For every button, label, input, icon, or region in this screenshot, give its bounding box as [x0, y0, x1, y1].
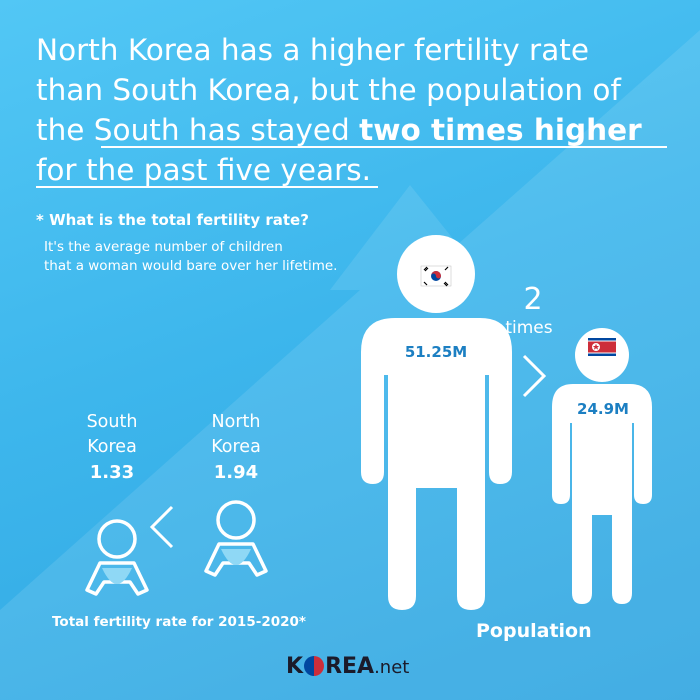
logo-text-net: .net — [374, 657, 410, 678]
logo-text-rea: REA — [325, 654, 375, 679]
taegeuk-logo-icon — [304, 656, 325, 676]
definition-body: It's the average number of children that… — [44, 238, 337, 276]
south-korea-person-icon — [361, 235, 512, 610]
headline-underline-2 — [36, 186, 378, 188]
less-than-chevron — [149, 505, 174, 549]
headline-line-2: than South Korea, but the population of — [36, 73, 621, 107]
ratio-word: times — [505, 318, 553, 338]
headline-line-1: North Korea has a higher fertility rate — [36, 33, 589, 67]
north-korea-fertility-rate: 1.94 — [213, 462, 259, 483]
definition-title: * What is the total fertility rate? — [36, 211, 309, 229]
south-korea-baby-icon — [85, 519, 149, 596]
north-korea-fertility-label: North Korea 1.94 — [196, 410, 276, 485]
korea-net-logo: K REA.net — [286, 654, 409, 679]
north-korea-flag-icon — [588, 338, 616, 356]
headline-line-3-normal: the South has stayed — [36, 113, 360, 147]
definition-body-line-2: that a woman would bare over her lifetim… — [44, 258, 338, 274]
north-korea-population-value: 24.9M — [577, 400, 629, 418]
headline-underline-1 — [101, 146, 667, 148]
logo-text-k: K — [286, 654, 304, 679]
south-korea-population-value: 51.25M — [404, 343, 468, 361]
south-korea-fertility-rate: 1.33 — [89, 462, 135, 483]
headline-line-3: the South has stayed two times higher — [36, 110, 676, 150]
north-korea-person-icon — [552, 328, 652, 604]
south-korea-name-line-2: Korea — [87, 437, 137, 457]
ratio-number: 2 — [523, 282, 543, 317]
greater-than-chevron — [522, 354, 547, 398]
population-caption: Population — [476, 620, 592, 642]
north-korea-name-line-2: Korea — [211, 437, 261, 457]
north-korea-baby-icon — [204, 500, 268, 577]
south-korea-name-line-1: South — [86, 412, 138, 432]
south-korea-flag-icon — [420, 265, 452, 287]
fertility-footnote: Total fertility rate for 2015-2020* — [52, 614, 306, 630]
north-korea-name-line-1: North — [211, 412, 261, 432]
headline-line-4: for the past five years. — [36, 153, 371, 187]
headline-emphasis: two times higher — [359, 113, 642, 147]
headline: North Korea has a higher fertility rate … — [36, 30, 676, 190]
definition-body-line-1: It's the average number of children — [44, 239, 283, 255]
south-korea-fertility-label: South Korea 1.33 — [72, 410, 152, 485]
